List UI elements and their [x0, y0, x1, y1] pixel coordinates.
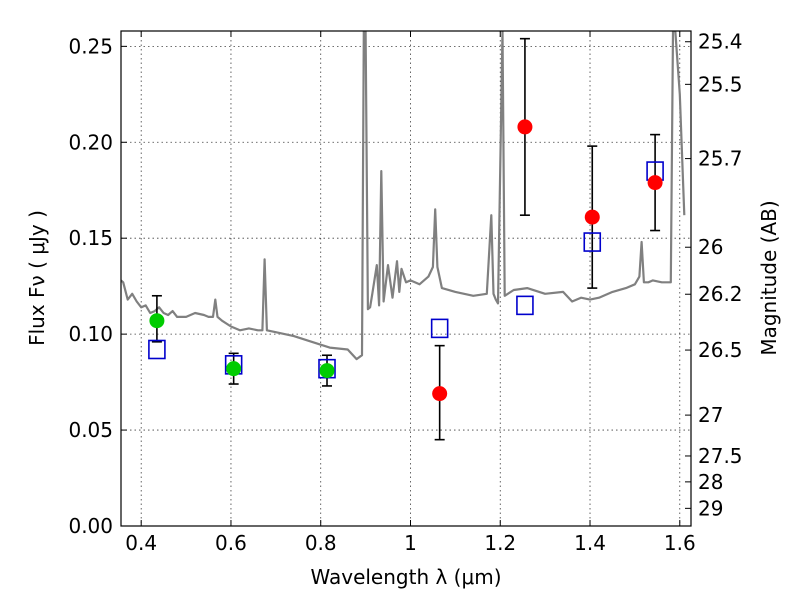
x-tick-label: 1.4: [574, 531, 606, 555]
x-axis-label: Wavelength λ (μm): [310, 565, 501, 589]
y-tick-label: 0.15: [68, 226, 113, 250]
y-tick-label: 0.20: [68, 130, 113, 154]
y-tick-label: 0.10: [68, 322, 113, 346]
x-tick-label: 0.6: [215, 531, 247, 555]
green-data-point: [149, 313, 165, 329]
red-data-point: [517, 119, 533, 135]
x-tick-label: 0.4: [125, 531, 157, 555]
red-data-point: [647, 175, 663, 191]
y-tick-label: 0.25: [68, 34, 113, 58]
model-square-marker: [583, 232, 602, 252]
right-axis-tick-label: 26.5: [698, 338, 743, 362]
x-tick-label: 1: [404, 531, 417, 555]
spectrum-line: [121, 31, 686, 361]
right-axis-tick-label: 29: [698, 496, 723, 520]
red-data-point: [584, 209, 600, 225]
right-axis-tick-label: 25.5: [698, 72, 743, 96]
right-axis-tick-label: 26.2: [698, 282, 743, 306]
tick-layer: 0.4 0.6 0.8 1 1.2 1.4 1.6 0.00 0.05 0.10 0.15 0.20 0…: [68, 30, 742, 555]
right-axis-tick-label: 26: [698, 235, 723, 259]
y-tick-label: 0.05: [68, 418, 113, 442]
right-axis-tick-label: 27: [698, 403, 723, 427]
marker-layer: [148, 119, 664, 402]
green-data-point: [319, 363, 335, 379]
x-tick-label: 1.2: [484, 531, 516, 555]
x-tick-label: 1.6: [664, 531, 696, 555]
model-square-marker: [148, 339, 166, 360]
plot-frame: [120, 30, 692, 527]
model-square-marker: [516, 295, 534, 316]
right-axis-tick-label: 25.7: [698, 147, 743, 171]
y-tick-label: 0.00: [68, 514, 113, 538]
grid: [121, 31, 691, 527]
y-axis-label: Flux Fν ( μJy ): [25, 210, 49, 346]
red-data-point: [432, 386, 448, 402]
spectrum-layer: [121, 31, 686, 361]
right-axis-tick-label: 25.4: [698, 30, 743, 54]
green-data-point: [226, 361, 242, 377]
right-axis-tick-label: 27.5: [698, 444, 743, 468]
right-axis-tick-label: 28: [698, 470, 723, 494]
model-square-marker: [430, 318, 449, 339]
y2-axis-label: Magnitude (AB): [757, 200, 781, 355]
x-tick-label: 0.8: [305, 531, 337, 555]
